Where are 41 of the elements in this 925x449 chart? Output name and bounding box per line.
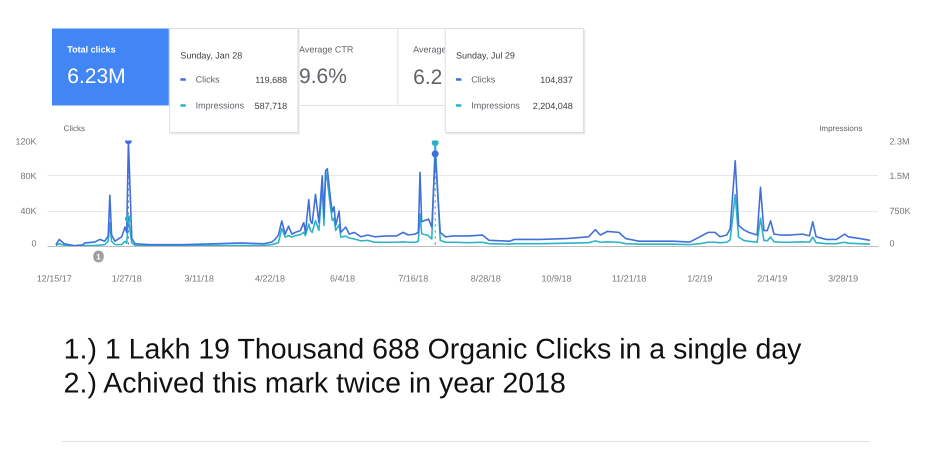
y-axis-title: Clicks [64, 124, 86, 133]
text: 2.) Achived this mark twice in year 2018 [64, 368, 566, 400]
y2-tick-label: 0 [890, 238, 895, 248]
x-tick-label: 6/4/18 [330, 274, 355, 284]
x-tick-label: 8/28/18 [470, 274, 501, 284]
y-tick-label: 0 [31, 238, 37, 248]
text: 6.23M [67, 65, 126, 88]
y-tick-label: 40K [20, 206, 36, 216]
x-tick-label: 7/16/18 [398, 274, 428, 284]
text: 1 [96, 252, 102, 262]
y-tick-label: 80K [20, 170, 36, 181]
x-tick-label: 11/21/18 [612, 274, 646, 284]
x-tick-label: 2/14/19 [757, 274, 788, 284]
text: 104,837 [540, 75, 573, 85]
text: 587,718 [254, 101, 288, 111]
x-tick-label: 1/2/19 [687, 274, 712, 284]
y2-tick-label: 2.3M [890, 136, 910, 146]
text: Total clicks [67, 44, 116, 54]
text: Average CTR [299, 44, 354, 54]
text: 6.2 [413, 66, 442, 89]
y-tick-label: 120K [15, 136, 37, 146]
x-tick-label: 3/11/18 [184, 274, 214, 284]
x-tick-label: 3/28/19 [828, 274, 858, 284]
text: Clicks [471, 74, 496, 84]
text: 2,204,048 [532, 101, 573, 111]
legend-label: Clicks [196, 74, 220, 84]
x-tick-label: 12/15/17 [36, 274, 72, 284]
x-tick-label: 4/22/18 [254, 274, 286, 284]
text: Average [413, 44, 446, 54]
y2-axis-title: Impressions [819, 124, 862, 133]
legend-label: Impressions [196, 100, 245, 110]
text: 9.6% [299, 65, 347, 88]
text: Sunday, Jul 29 [456, 50, 515, 60]
text: 119,688 [255, 75, 288, 85]
text: Sunday, Jan 28 [180, 50, 242, 60]
x-tick-label: 1/27/18 [112, 274, 142, 284]
text: 1.) 1 Lakh 19 Thousand 688 Organic Clicks in a single day [64, 334, 802, 366]
text: Impressions [471, 100, 520, 110]
y2-tick-label: 750K [890, 206, 911, 216]
x-tick-label: 10/9/18 [542, 274, 572, 284]
y2-tick-label: 1.5M [890, 170, 910, 181]
